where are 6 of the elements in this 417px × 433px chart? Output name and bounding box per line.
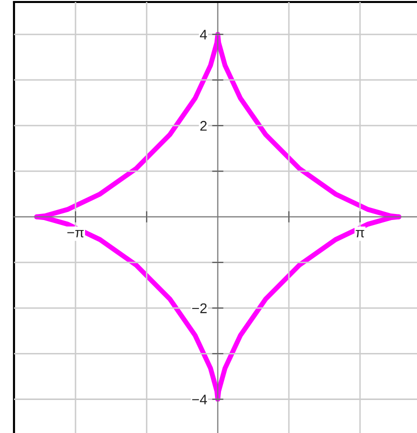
y-tick-label: 4 (200, 30, 207, 40)
x-tick-label: −π (67, 230, 84, 238)
y-tick-label: −4 (192, 394, 207, 404)
x-tick-label: π (356, 230, 364, 238)
y-tick-label: −2 (192, 303, 207, 314)
y-tick-label: 2 (200, 120, 207, 131)
